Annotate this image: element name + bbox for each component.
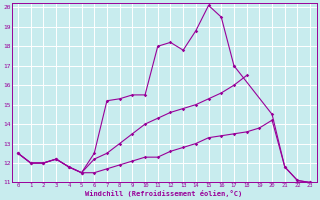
X-axis label: Windchill (Refroidissement éolien,°C): Windchill (Refroidissement éolien,°C) [85, 190, 243, 197]
